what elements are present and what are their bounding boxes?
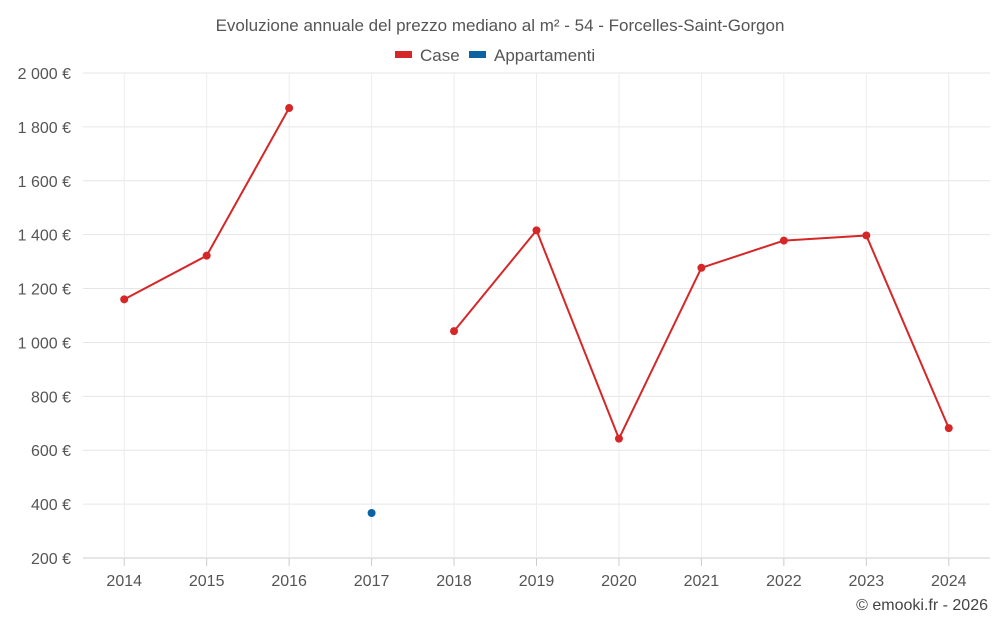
legend-item-case[interactable]: Case [395,46,460,65]
x-tick-label: 2020 [601,573,637,590]
x-tick-label: 2022 [766,573,802,590]
data-point-appartamenti[interactable] [367,509,376,518]
legend-swatch-case [395,51,412,58]
x-tick-label: 2014 [106,573,142,590]
series-layer [120,104,953,518]
x-tick-label: 2018 [436,573,472,590]
x-tick-label: 2017 [354,573,390,590]
y-tick-label: 800 € [31,389,71,406]
data-point-case[interactable] [697,263,706,272]
y-tick-label: 400 € [31,497,71,514]
y-tick-label: 1 600 € [18,174,71,191]
y-tick-label: 1 000 € [18,335,71,352]
y-tick-label: 200 € [31,551,71,568]
x-tick-label: 2019 [519,573,555,590]
legend-item-appartamenti[interactable]: Appartamenti [469,46,595,65]
data-point-case[interactable] [120,295,129,304]
series-case [120,104,953,443]
data-point-case[interactable] [450,327,459,336]
x-tick-label: 2021 [684,573,720,590]
x-tick-label: 2023 [849,573,885,590]
data-point-case[interactable] [862,231,871,240]
x-axis: 2014 2015 2016 2017 2018 2019 2020 2021 2022 2023… [106,558,967,590]
data-point-case[interactable] [944,424,953,433]
data-point-case[interactable] [779,236,788,245]
y-tick-label: 1 800 € [18,120,71,137]
y-tick-label: 1 200 € [18,282,71,299]
chart-title: Evoluzione annuale del prezzo mediano al… [216,16,785,35]
x-tick-label: 2016 [271,573,307,590]
credit-text: © emooki.fr - 2026 [856,597,988,614]
data-point-case[interactable] [202,251,211,260]
y-tick-label: 600 € [31,443,71,460]
legend-swatch-appartamenti [469,51,486,58]
y-axis: 200 € 400 € 600 € 800 € 1 000 € 1 200 € 1 400 … [18,66,71,568]
series-appartamenti [367,509,376,518]
y-tick-label: 1 400 € [18,228,71,245]
data-point-case[interactable] [285,104,294,113]
legend-label-case: Case [420,46,460,65]
x-tick-label: 2024 [931,573,967,590]
legend[interactable]: Case Appartamenti [395,46,595,65]
y-tick-label: 2 000 € [18,66,71,83]
x-tick-label: 2015 [189,573,225,590]
legend-label-appartamenti: Appartamenti [494,46,595,65]
data-point-case[interactable] [614,434,623,443]
gridlines [83,72,990,559]
data-point-case[interactable] [532,226,541,235]
